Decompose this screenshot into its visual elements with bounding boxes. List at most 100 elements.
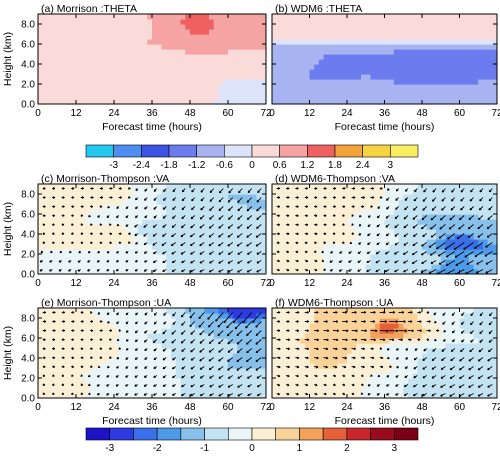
wind-vector-head [330, 251, 332, 254]
field-cell [147, 99, 153, 104]
field-cell [314, 224, 320, 230]
field-cells [272, 184, 497, 274]
field-cell [281, 24, 287, 30]
wind-vector-head [449, 217, 451, 221]
field-cell [175, 214, 182, 220]
field-cell [199, 219, 205, 225]
field-cell [247, 219, 253, 225]
field-cell [482, 194, 489, 200]
wind-vector-head [237, 252, 240, 255]
field-cell [436, 59, 442, 65]
field-cell [232, 64, 239, 70]
field-cell [459, 229, 465, 235]
field-cell [109, 209, 115, 215]
field-cell [209, 74, 215, 80]
field-cell [398, 224, 404, 230]
field-cell [251, 254, 258, 260]
field-cell [128, 199, 134, 205]
field-cell [276, 84, 282, 90]
field-cell [261, 239, 266, 245]
field-cell [356, 84, 362, 90]
field-cell [304, 29, 311, 35]
field-cell [407, 244, 414, 250]
field-cell [142, 254, 148, 260]
field-cell [228, 69, 234, 75]
wind-vector-head [39, 260, 42, 263]
field-cell [147, 79, 153, 85]
field-cell [347, 59, 353, 65]
field-cell [118, 194, 125, 200]
wind-vector [238, 188, 243, 194]
wind-vector-head [68, 269, 70, 272]
field-cell [76, 84, 82, 90]
field-cell [180, 39, 186, 45]
field-cell [47, 199, 53, 205]
wind-vector-head [109, 224, 112, 226]
wind-vector-head [324, 197, 327, 199]
field-cell [114, 74, 120, 80]
field-cell [218, 99, 224, 104]
field-cell [213, 59, 220, 65]
field-cell [436, 99, 442, 104]
field-cell [356, 44, 362, 50]
field-cell [440, 249, 447, 255]
wind-vector [256, 206, 262, 212]
field-cell [403, 209, 409, 215]
wind-vector-head [180, 243, 183, 246]
field-cell [440, 14, 447, 20]
field-cell [99, 254, 106, 260]
field-cell [459, 29, 465, 35]
wind-vector [477, 224, 484, 230]
field-cell [118, 64, 125, 70]
field-cell [384, 209, 390, 215]
field-cell [445, 74, 451, 80]
field-cell [454, 189, 461, 195]
field-cell [482, 89, 489, 95]
field-cell [473, 24, 479, 30]
field-cell [295, 199, 301, 205]
wind-vector-head [367, 224, 370, 227]
field-cell [454, 64, 461, 70]
field-cell [450, 234, 456, 240]
field-cell [318, 74, 325, 80]
field-cell [290, 84, 297, 90]
field-cell [431, 199, 437, 205]
field-cell [365, 84, 372, 90]
field-cell [175, 229, 182, 235]
field-cell [142, 219, 148, 225]
field-cell [276, 224, 282, 230]
field-cell [426, 64, 432, 70]
field-cell [123, 74, 129, 80]
field-cell [389, 79, 395, 85]
field-cell [71, 24, 77, 30]
field-cell [190, 54, 196, 60]
field-cell [52, 49, 58, 55]
field-cell [194, 19, 201, 25]
wind-vector-head [208, 252, 211, 255]
field-cell [209, 84, 215, 90]
field-cell [389, 224, 395, 230]
field-cell [175, 199, 182, 205]
field-cell [99, 59, 106, 65]
field-cell [228, 94, 234, 100]
field-cell [347, 49, 353, 55]
field-cell [492, 214, 497, 220]
field-cell [304, 49, 311, 55]
field-cell [318, 34, 325, 40]
field-cell [290, 24, 297, 30]
field-cell [393, 209, 400, 215]
field-cell [38, 89, 44, 95]
field-cell [185, 219, 191, 225]
field-cell [304, 224, 311, 230]
field-cell [295, 84, 301, 90]
field-cell [407, 199, 414, 205]
field-cell [328, 199, 334, 205]
field-cell [128, 14, 134, 20]
wind-vector-head [91, 188, 94, 190]
field-cell [47, 39, 53, 45]
field-cell [61, 224, 68, 230]
field-cell [242, 229, 248, 235]
field-cell [492, 44, 497, 50]
field-cell [281, 219, 287, 225]
field-cell [218, 254, 224, 260]
